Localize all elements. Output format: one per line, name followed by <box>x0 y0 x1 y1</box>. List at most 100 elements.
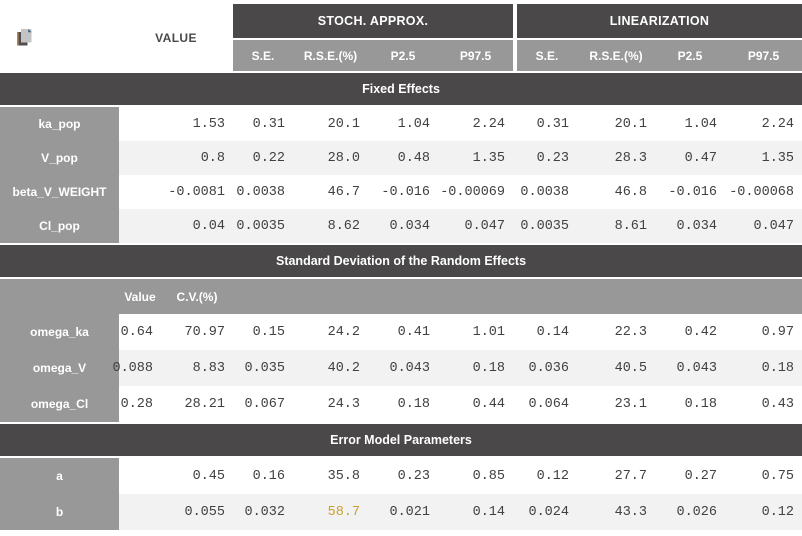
table-body: Fixed Effects ka_pop 1.53 0.31 20.1 1.04 2.24 0… <box>0 73 802 530</box>
cell-lin-2: 0.043 <box>676 360 717 376</box>
subcolumn-header-value: Value <box>124 289 156 304</box>
column-header-sa-rse: R.S.E.(%) <box>293 40 368 71</box>
table-row-omega_V: omega_V 0.088 8.83 0.035 40.2 0.043 0.18 0.036 4… <box>0 350 802 386</box>
cell-sa-3: 0.44 <box>472 396 505 412</box>
column-header-lin-rse: R.S.E.(%) <box>577 40 655 71</box>
cell-sa-0: 0.032 <box>244 504 285 520</box>
cell-sa-1: 20.1 <box>327 116 360 132</box>
row-label: omega_ka <box>0 314 119 350</box>
table-row-omega_Cl: omega_Cl 0.28 28.21 0.067 24.3 0.18 0.44 0.064 2… <box>0 386 802 422</box>
cell-sa-3: -0.00069 <box>440 184 505 200</box>
column-header-sa-se: S.E. <box>233 40 293 71</box>
cell-value: 0.04 <box>192 218 225 234</box>
cell-sa-3: 0.18 <box>472 360 505 376</box>
cell-lin-1: 40.5 <box>614 360 647 376</box>
cell-lin-0: 0.0038 <box>520 184 569 200</box>
cell-lin-1: 43.3 <box>614 504 647 520</box>
cell-lin-2: 0.42 <box>684 324 717 340</box>
cell-lin-2: 1.04 <box>684 116 717 132</box>
cell-value: 0.64 <box>120 324 153 340</box>
group-header-linearization: LINEARIZATION <box>517 4 802 38</box>
cell-sa-3: 1.35 <box>472 150 505 166</box>
cell-value: 1.53 <box>192 116 225 132</box>
cell-sa-3: 0.85 <box>472 468 505 484</box>
cell-value: -0.0081 <box>168 184 225 200</box>
subcolumn-header-cv: C.V.(%) <box>176 289 218 304</box>
cell-lin-2: 0.47 <box>684 150 717 166</box>
cell-sa-3: 1.01 <box>472 324 505 340</box>
table-row-omega_ka: omega_ka 0.64 70.97 0.15 24.2 0.41 1.01 0.14 22.… <box>0 314 802 350</box>
cell-sa-3: 0.14 <box>472 504 505 520</box>
cell-sa-1: 40.2 <box>327 360 360 376</box>
cell-sa-0: 0.067 <box>244 396 285 412</box>
cell-sa-2: 0.043 <box>389 360 430 376</box>
cell-value: 0.055 <box>184 504 225 520</box>
row-label: beta_V_WEIGHT <box>0 175 119 209</box>
cell-lin-1: 28.3 <box>614 150 647 166</box>
row-label: omega_V <box>0 350 119 386</box>
cell-sa-1: 8.62 <box>327 218 360 234</box>
cell-lin-1: 22.3 <box>614 324 647 340</box>
table-row-ka_pop: ka_pop 1.53 0.31 20.1 1.04 2.24 0.31 20.1 1.04 2.… <box>0 107 802 141</box>
cell-lin-3: 0.12 <box>761 504 794 520</box>
cell-lin-3: 0.97 <box>761 324 794 340</box>
table-row-V_pop: V_pop 0.8 0.22 28.0 0.48 1.35 0.23 28.3 0.47 1.35 <box>0 141 802 175</box>
cell-sa-1: 46.7 <box>327 184 360 200</box>
table-row-Cl_pop: Cl_pop 0.04 0.0035 8.62 0.034 0.047 0.0035 8.61… <box>0 209 802 243</box>
table-row-a: a 0.45 0.16 35.8 0.23 0.85 0.12 27.7 0.27 0.75 <box>0 458 802 494</box>
cell-lin-1: 46.8 <box>614 184 647 200</box>
cell-sa-1: 58.7 <box>327 504 360 520</box>
cell-sa-0: 0.035 <box>244 360 285 376</box>
cell-lin-3: -0.00068 <box>729 184 794 200</box>
cell-sa-1: 35.8 <box>327 468 360 484</box>
cell-sa-0: 0.22 <box>252 150 285 166</box>
column-header-lin-p25: P2.5 <box>655 40 725 71</box>
cell-sa-0: 0.15 <box>252 324 285 340</box>
cell-cv: 70.97 <box>184 324 225 340</box>
section-header-error-model: Error Model Parameters <box>0 424 802 456</box>
table-header: VALUE STOCH. APPROX. LINEARIZATION S.E. … <box>0 4 802 71</box>
cell-sa-3: 0.047 <box>464 218 505 234</box>
column-header-lin-p975: P97.5 <box>725 40 802 71</box>
table-row-b: b 0.055 0.032 58.7 0.021 0.14 0.024 43.3 0.026 0.… <box>0 494 802 530</box>
cell-lin-1: 27.7 <box>614 468 647 484</box>
row-label: V_pop <box>0 141 119 175</box>
row-label: a <box>0 458 119 494</box>
cell-lin-3: 1.35 <box>761 150 794 166</box>
cell-lin-3: 0.75 <box>761 468 794 484</box>
cell-lin-1: 8.61 <box>614 218 647 234</box>
cell-lin-3: 0.43 <box>761 396 794 412</box>
column-header-sa-p975: P97.5 <box>438 40 513 71</box>
section-header-fixed-effects: Fixed Effects <box>0 73 802 105</box>
subcolumn-header-row: Value C.V.(%) <box>0 279 802 314</box>
copy-table-button[interactable] <box>0 4 119 71</box>
cell-lin-1: 20.1 <box>614 116 647 132</box>
cell-sa-2: 0.021 <box>389 504 430 520</box>
cell-lin-2: 0.27 <box>684 468 717 484</box>
group-header-stoch-approx: STOCH. APPROX. <box>233 4 513 38</box>
row-label: ka_pop <box>0 107 119 141</box>
cell-sa-3: 2.24 <box>472 116 505 132</box>
cell-lin-2: -0.016 <box>668 184 717 200</box>
cell-sa-0: 0.0038 <box>236 184 285 200</box>
cell-sa-0: 0.16 <box>252 468 285 484</box>
cell-sa-1: 24.2 <box>327 324 360 340</box>
cell-lin-3: 2.24 <box>761 116 794 132</box>
cell-value: 0.088 <box>112 360 153 376</box>
cell-sa-0: 0.0035 <box>236 218 285 234</box>
table-row-beta_V_WEIGHT: beta_V_WEIGHT -0.0081 0.0038 46.7 -0.016 -0.0… <box>0 175 802 209</box>
cell-lin-0: 0.14 <box>536 324 569 340</box>
cell-lin-0: 0.036 <box>528 360 569 376</box>
cell-sa-2: 0.48 <box>397 150 430 166</box>
section-header-random-effects-sd: Standard Deviation of the Random Effects <box>0 245 802 277</box>
cell-cv: 8.83 <box>192 360 225 376</box>
cell-sa-1: 28.0 <box>327 150 360 166</box>
cell-lin-2: 0.034 <box>676 218 717 234</box>
row-label: Cl_pop <box>0 209 119 243</box>
cell-lin-0: 0.064 <box>528 396 569 412</box>
cell-sa-2: 0.18 <box>397 396 430 412</box>
cell-sa-0: 0.31 <box>252 116 285 132</box>
cell-sa-2: 0.23 <box>397 468 430 484</box>
cell-lin-3: 0.18 <box>761 360 794 376</box>
